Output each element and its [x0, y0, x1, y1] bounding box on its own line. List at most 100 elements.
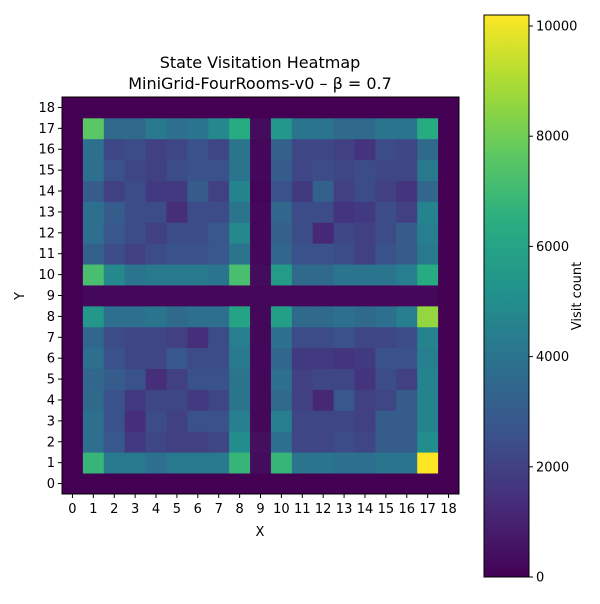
heatmap-cell: [166, 389, 188, 411]
heatmap-cell: [270, 410, 293, 432]
x-tick-label: 4: [152, 502, 160, 517]
heatmap-cell: [333, 347, 355, 370]
heatmap-cell: [417, 431, 439, 453]
heatmap-cell: [82, 159, 105, 181]
heatmap-cell: [124, 368, 146, 390]
heatmap-cell: [229, 368, 251, 390]
heatmap-cell: [375, 180, 397, 202]
colorbar: [483, 14, 530, 578]
heatmap-cell: [438, 180, 460, 202]
heatmap-cell: [312, 347, 335, 370]
heatmap-cell: [82, 264, 105, 286]
heatmap-cell: [417, 97, 439, 119]
heatmap-cell: [312, 305, 335, 328]
heatmap-cell: [375, 431, 397, 453]
x-tick-label: 17: [419, 502, 436, 517]
heatmap-cell: [333, 452, 355, 474]
heatmap-cell: [312, 138, 335, 161]
heatmap-cell: [166, 264, 188, 286]
heatmap-cell: [166, 368, 188, 390]
heatmap-cell: [166, 97, 188, 119]
heatmap-cell: [312, 410, 335, 432]
heatmap-cell: [145, 138, 167, 161]
heatmap-cell: [187, 180, 209, 202]
x-tick-label: 9: [256, 502, 264, 517]
heatmap-cell: [82, 431, 105, 453]
heatmap-cell: [187, 159, 209, 181]
heatmap-cell: [187, 138, 209, 161]
heatmap-cell: [312, 368, 335, 390]
heatmap-cell: [438, 326, 460, 349]
heatmap-cell: [270, 473, 293, 495]
y-tick-label: 3: [47, 414, 55, 429]
heatmap-cell: [250, 138, 272, 161]
y-tick-label: 6: [47, 352, 55, 367]
heatmap-cell: [270, 368, 293, 390]
x-tick-label: 3: [131, 502, 139, 517]
heatmap-cell: [375, 222, 397, 244]
y-tick-label: 5: [47, 373, 55, 388]
heatmap-cell: [82, 368, 105, 390]
heatmap-cell: [396, 452, 418, 474]
heatmap-cell: [438, 285, 460, 307]
heatmap-cell: [103, 368, 126, 390]
heatmap-cell: [417, 347, 439, 370]
heatmap-cell: [208, 97, 230, 119]
heatmap-cell: [417, 389, 439, 411]
heatmap-cell: [103, 159, 126, 181]
heatmap-cell: [396, 285, 418, 307]
heatmap-cell: [229, 305, 251, 328]
heatmap-cell: [354, 473, 376, 495]
heatmap-cell: [62, 285, 84, 307]
heatmap-cell: [417, 138, 439, 161]
heatmap-cell: [229, 285, 251, 307]
heatmap-cell: [396, 347, 418, 370]
heatmap-cell: [103, 97, 126, 119]
heatmap-cell: [312, 431, 335, 453]
heatmap-cell: [229, 452, 251, 474]
heatmap-cell: [333, 180, 355, 202]
heatmap-cell: [208, 243, 230, 265]
heatmap-cell: [291, 368, 314, 390]
heatmap-cell: [417, 285, 439, 307]
heatmap-cell: [250, 264, 272, 286]
colorbar-tick-label: 4000: [536, 350, 569, 365]
heatmap-cell: [250, 452, 272, 474]
heatmap-cell: [291, 473, 314, 495]
heatmap-cell: [438, 243, 460, 265]
heatmap-cell: [250, 159, 272, 181]
heatmap-cell: [438, 201, 460, 223]
heatmap-cell: [103, 305, 126, 328]
y-tick-label: 15: [38, 164, 55, 179]
heatmap-cell: [82, 201, 105, 223]
heatmap-cell: [187, 389, 209, 411]
colorbar-tick-label: 2000: [536, 460, 569, 475]
heatmap-cell: [166, 201, 188, 223]
heatmap-cell: [103, 222, 126, 244]
heatmap-cell: [145, 97, 167, 119]
x-tick-label: 16: [398, 502, 415, 517]
heatmap-cell: [145, 117, 167, 140]
y-tick-label: 12: [38, 226, 55, 241]
heatmap-cell: [438, 431, 460, 453]
heatmap-cell: [250, 117, 272, 140]
heatmap-cell: [354, 347, 376, 370]
heatmap-cell: [229, 222, 251, 244]
heatmap-cell: [166, 159, 188, 181]
heatmap-cell: [312, 180, 335, 202]
heatmap-cell: [417, 201, 439, 223]
heatmap-cell: [166, 431, 188, 453]
heatmap-cell: [291, 180, 314, 202]
heatmap-cell: [187, 347, 209, 370]
heatmap-cell: [250, 97, 272, 119]
heatmap-cell: [396, 243, 418, 265]
heatmap-cell: [82, 117, 105, 140]
heatmap-cell: [250, 389, 272, 411]
heatmap-cell: [187, 243, 209, 265]
heatmap-cell: [124, 473, 146, 495]
y-tick-label: 0: [47, 477, 55, 492]
heatmap-cell: [62, 117, 84, 140]
heatmap-cell: [291, 243, 314, 265]
heatmap-cell: [250, 285, 272, 307]
heatmap-cell: [417, 117, 439, 140]
